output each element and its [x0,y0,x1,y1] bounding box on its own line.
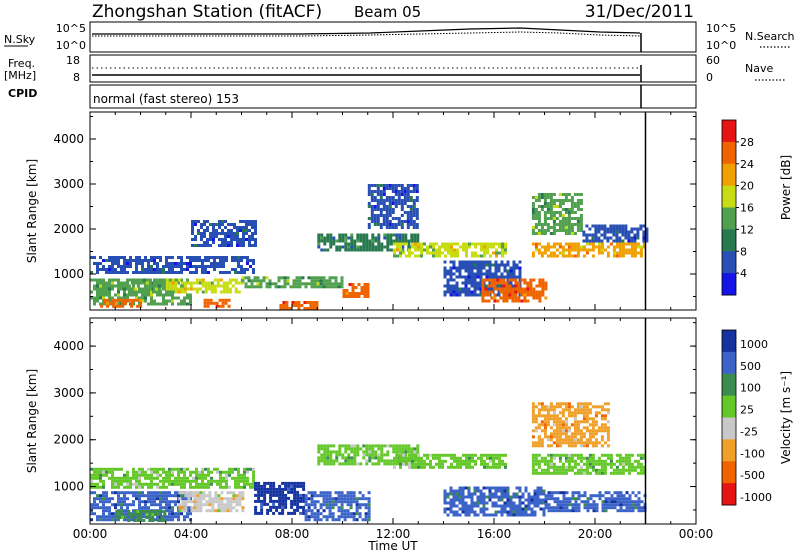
power-y-tick-label: 1000 [53,267,84,281]
power-y-tick-label: 3000 [53,177,84,191]
power-y-axis-title: Slant Range [km] [25,159,39,263]
velocity-y-tick-label: 1000 [53,480,84,494]
velocity-colorbar-segment [722,461,736,484]
velocity-colorbar-title: Velocity [m s⁻¹] [779,371,793,464]
velocity-colorbar-tick-label: -1000 [740,491,772,504]
freq-right-label: Nave [745,62,773,75]
x-axis-title: Time UT [367,539,418,553]
power-colorbar-segment [722,141,736,165]
velocity-colorbar-tick-label: -500 [740,469,765,482]
station-title: Zhongshan Station (fitACF) [92,2,322,22]
x-tick-label: 16:00 [477,527,512,541]
velocity-panel: 1000 2000 3000 4000 Slant Range [km] 1000 500 1… [25,317,793,525]
velocity-colorbar-segment [722,483,736,506]
x-tick-label: 00:00 [679,527,714,541]
power-colorbar-segment [722,229,736,252]
velocity-y-tick-label: 4000 [53,339,84,353]
velocity-colorbar-segment [722,330,736,353]
x-tick-label: 08:00 [275,527,310,541]
power-colorbar-tick-label: 4 [740,267,747,280]
noise-left-label: N.Sky [4,33,36,46]
freq-left-tick-bottom: 8 [73,71,80,84]
freq-right-tick-bottom: 0 [706,71,713,84]
beam-title: Beam 05 [354,3,421,21]
power-colorbar-segment [722,185,736,208]
noise-left-tick-top: 10^5 [56,22,86,35]
time-axis: 00:00 04:00 08:00 12:00 16:00 20:00 00:00 [73,527,714,541]
noise-sky-line [92,27,641,35]
velocity-colorbar-tick-label: -100 [740,447,765,460]
power-colorbar-segment [722,207,736,230]
velocity-colorbar-segment [722,373,736,397]
power-colorbar-tick-label: 8 [740,245,747,258]
freq-left-label-2: [MHz] [4,69,36,82]
noise-left-tick-bottom: 10^0 [56,39,86,52]
power-colorbar-segment [722,251,736,274]
cpid-value: normal (fast stereo) 153 [93,92,239,106]
power-colorbar-tick-label: 20 [740,180,754,193]
velocity-cells [90,402,647,522]
power-colorbar-segment [722,120,736,143]
power-colorbar-tick-label: 28 [740,136,754,149]
velocity-colorbar-tick-label: 100 [740,382,761,395]
freq-panel: Freq. [MHz] 18 8 60 0 Nave [4,54,785,84]
x-tick-label: 20:00 [578,527,613,541]
noise-right-tick-top: 10^5 [706,22,736,35]
velocity-colorbar-tick-label: 1000 [740,338,768,351]
velocity-colorbar-segment [722,439,736,462]
velocity-colorbar-tick-label: 500 [740,360,761,373]
velocity-y-tick-label: 2000 [53,433,84,447]
power-y-tick-label: 2000 [53,222,84,236]
velocity-colorbar-segment [722,351,736,375]
velocity-colorbar-segment [722,395,736,418]
power-colorbar-segment [722,273,736,296]
power-cells [90,184,649,310]
noise-right-tick-bottom: 10^0 [706,39,736,52]
cpid-label: CPID [8,87,37,100]
velocity-colorbar-tick-label: -25 [740,425,758,438]
power-colorbar-tick-label: 24 [740,158,754,171]
freq-left-label-1: Freq. [8,57,35,70]
noise-right-label: N.Search [745,30,795,43]
velocity-colorbar-tick-label: 25 [740,404,754,417]
power-panel: 1000 2000 3000 4000 Slant Range [km] 4 8 12 16 20… [25,111,793,311]
power-colorbar-tick-label: 16 [740,202,754,215]
power-colorbar-tick-label: 12 [740,223,754,236]
power-y-tick-label: 4000 [53,132,84,146]
date-title: 31/Dec/2011 [585,2,694,22]
power-colorbar-segment [722,163,736,187]
power-colorbar-title: Power [dB] [779,155,793,220]
noise-panel: N.Sky 10^5 10^0 10^5 10^0 N.Search [4,21,795,53]
freq-left-tick-top: 18 [66,54,80,67]
x-tick-label: 00:00 [73,527,108,541]
velocity-colorbar-segment [722,417,736,440]
x-tick-label: 04:00 [174,527,209,541]
velocity-y-axis-title: Slant Range [km] [25,369,39,473]
velocity-y-tick-label: 3000 [53,386,84,400]
freq-right-tick-top: 60 [706,54,720,67]
x-tick-label: 12:00 [376,527,411,541]
